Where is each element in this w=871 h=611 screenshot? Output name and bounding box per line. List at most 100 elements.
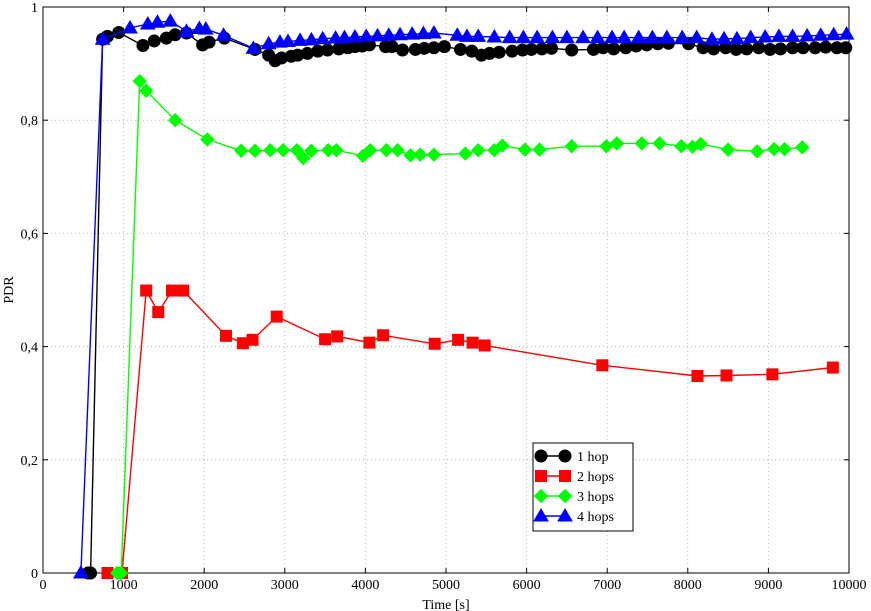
data-point (245, 40, 262, 54)
data-point (478, 339, 491, 352)
data-point (771, 28, 787, 42)
data-point (471, 142, 486, 158)
data-point (263, 142, 278, 158)
data-point (630, 29, 647, 44)
data-point (136, 38, 150, 52)
series-line (107, 288, 833, 574)
legend-label: 1 hop (577, 450, 609, 465)
x-tick-label: 6000 (513, 578, 541, 593)
data-point (379, 142, 394, 158)
data-point (122, 19, 138, 34)
data-point (270, 310, 283, 323)
data-point (492, 45, 506, 59)
data-point (757, 29, 774, 43)
data-point (839, 41, 853, 55)
legend-item: 4 hops (533, 508, 614, 525)
data-point (470, 28, 487, 42)
data-point (215, 27, 232, 41)
data-point (132, 73, 147, 89)
data-point (140, 284, 153, 297)
legend-label: 4 hops (577, 510, 614, 525)
data-point (300, 46, 314, 60)
data-point (517, 142, 533, 157)
data-point (458, 146, 473, 161)
data-point (165, 284, 178, 297)
data-point (825, 26, 842, 41)
series-line (80, 20, 847, 574)
data-point (729, 30, 745, 45)
legend: 1 hop 2 hops 3 hops 4 hops (532, 442, 634, 532)
data-point (177, 284, 190, 297)
data-point (720, 369, 733, 382)
data-point (766, 141, 782, 157)
axis-ticks: 0 1000 2000 3000 4000 5000 6000 7000 8000 9000 100… (21, 1, 867, 593)
data-point (73, 565, 89, 579)
data-point (609, 136, 625, 151)
data-point (426, 25, 442, 39)
legend-item: 2 hops (535, 470, 614, 485)
data-point (777, 141, 792, 157)
series-4 (73, 13, 855, 579)
data-point (321, 43, 335, 57)
data-point (819, 40, 833, 54)
data-point (415, 25, 432, 40)
data-point (704, 31, 720, 45)
data-point (358, 28, 375, 42)
data-point (532, 142, 547, 157)
series-3 (109, 73, 810, 581)
legend-marker (533, 488, 549, 504)
series-group (73, 13, 855, 581)
y-tick-label: 0,2 (21, 454, 39, 469)
data-point (773, 42, 787, 56)
data-point (404, 26, 421, 40)
data-point (319, 333, 332, 346)
data-point (347, 29, 363, 43)
data-point (296, 150, 311, 166)
data-point (495, 138, 510, 153)
data-point (428, 337, 441, 350)
data-point (604, 29, 620, 44)
data-point (426, 147, 442, 162)
data-point (377, 329, 390, 342)
data-point (152, 306, 165, 319)
data-point (247, 143, 263, 158)
data-point (596, 359, 609, 372)
data-point (589, 29, 606, 44)
data-point (826, 361, 839, 374)
data-point (796, 41, 810, 55)
data-point (454, 42, 468, 56)
data-point (544, 29, 561, 44)
x-tick-label: 7000 (593, 578, 621, 593)
data-point (529, 29, 545, 44)
data-point (515, 29, 532, 44)
legend-marker (559, 470, 571, 482)
data-point (304, 143, 319, 158)
legend-marker (534, 449, 548, 463)
data-point (331, 330, 344, 343)
data-point (149, 14, 166, 28)
legend-label: 2 hops (577, 470, 614, 485)
data-point (336, 29, 353, 44)
x-tick-label: 1000 (110, 578, 138, 593)
data-point (162, 13, 179, 27)
data-point (280, 33, 296, 48)
x-tick-label: 0 (40, 578, 47, 593)
data-point (197, 21, 214, 35)
data-point (607, 42, 621, 56)
data-point (799, 27, 815, 42)
data-point (449, 27, 466, 41)
data-point (674, 139, 689, 154)
data-point (652, 136, 667, 151)
x-tick-label: 2000 (190, 578, 218, 593)
data-point (658, 29, 675, 44)
data-point (838, 26, 855, 40)
legend-marker (557, 508, 573, 522)
data-point (616, 29, 632, 44)
series-1 (81, 25, 853, 580)
y-tick-label: 0,8 (21, 114, 39, 129)
data-point (720, 142, 736, 157)
data-point (795, 140, 810, 155)
legend-marker (535, 470, 547, 482)
data-point (742, 29, 759, 44)
data-point (691, 370, 704, 383)
